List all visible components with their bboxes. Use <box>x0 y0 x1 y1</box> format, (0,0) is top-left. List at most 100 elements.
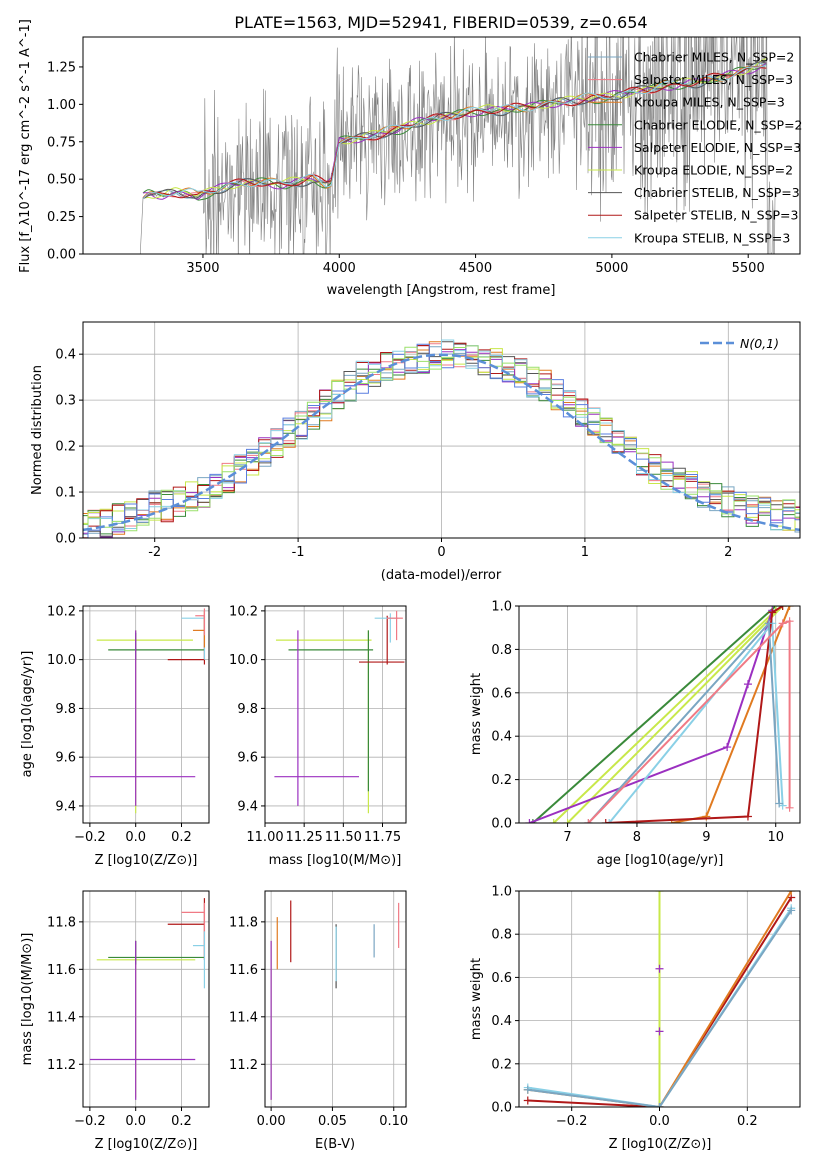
weight-series-line <box>527 909 793 1107</box>
x-tick-label: 8 <box>633 830 641 845</box>
weight-series-line <box>671 606 791 823</box>
y-tick-label: 0.2 <box>55 440 76 455</box>
weight-series-line <box>605 606 784 823</box>
weight-point-marker <box>525 819 534 823</box>
x-tick-label: −0.2 <box>556 1114 588 1129</box>
y-tick-label: 9.6 <box>237 751 258 766</box>
x-tick-label: 0.05 <box>318 1114 347 1129</box>
histogram-step-line <box>83 345 800 532</box>
weight-point-marker <box>549 819 558 823</box>
error-bars <box>274 610 405 814</box>
model-spectrum-line <box>142 66 767 199</box>
x-tick-label: 4000 <box>323 261 356 276</box>
x-tick-label: 11.75 <box>364 830 401 845</box>
weight-point-marker <box>655 964 664 973</box>
x-tick-label: 0.2 <box>171 830 192 845</box>
weight-series-line <box>587 619 791 823</box>
y-tick-label: 11.8 <box>229 915 258 930</box>
weight-point-marker <box>523 1096 532 1105</box>
weight-point-marker <box>775 799 784 808</box>
y-tick-label: 0.4 <box>491 1014 512 1029</box>
weight-series-line <box>608 620 784 823</box>
weight-point-marker <box>601 819 610 823</box>
x-tick-label: 0.0 <box>125 830 146 845</box>
plot-area <box>523 891 796 1107</box>
x-tick-label: 0 <box>437 545 445 560</box>
y-tick-label: 0.8 <box>491 643 512 658</box>
weight-point-marker <box>785 617 794 626</box>
x-tick-label: 0.2 <box>737 1114 758 1129</box>
y-tick-label: 0.6 <box>491 971 512 986</box>
weight-point-marker <box>723 743 732 752</box>
axes-frame <box>264 890 407 1108</box>
axes-frame <box>82 36 801 255</box>
model-spectrum-line <box>142 63 767 201</box>
error-bars <box>89 608 206 814</box>
x-tick-label: -1 <box>292 545 305 560</box>
model-spectrum-line <box>142 58 767 199</box>
axes-frame <box>264 605 407 824</box>
weight-point-marker <box>778 619 787 628</box>
x-tick-label: −0.2 <box>74 830 106 845</box>
weight-point-marker <box>768 608 777 617</box>
x-tick-label: −0.2 <box>74 1114 106 1129</box>
panel-residuals: -2 -1 0 1 2 0.0 0.1 0.2 0.3 0.4 N(0,1) (data-model)… <box>30 321 801 583</box>
legend-label: Kroupa STELIB, N_SSP=3 <box>634 230 790 245</box>
y-tick-label: 9.4 <box>237 799 258 814</box>
y-tick-label: 11.6 <box>229 963 258 978</box>
y-tick-label: 0.2 <box>491 773 512 788</box>
legend: Chabrier MILES, N_SSP=2 Salpeter MILES, N… <box>588 50 803 245</box>
y-tick-label: 0.25 <box>47 210 76 225</box>
panel-mass-EBV: 0.00 0.05 0.10 11.2 11.4 11.6 11.8 E(B-V) <box>229 890 408 1152</box>
y-tick-label: 10.2 <box>47 604 76 619</box>
y-tick-label: 9.4 <box>55 799 76 814</box>
weight-point-marker <box>787 891 796 895</box>
y-tick-label: 9.6 <box>55 751 76 766</box>
weight-point-marker <box>528 819 537 823</box>
y-axis-label: mass [log10(M/M⊙)] <box>20 933 35 1066</box>
legend-label: Chabrier ELODIE, N_SSP=2 <box>634 117 803 132</box>
legend-label: Chabrier MILES, N_SSP=2 <box>634 50 794 65</box>
plot-area <box>115 37 776 254</box>
x-axis-label: E(B-V) <box>315 1137 355 1152</box>
legend-label: Salpeter MILES, N_SSP=3 <box>634 72 793 87</box>
weight-point-marker <box>584 819 593 823</box>
x-axis-label: wavelength [Angstrom, rest frame] <box>327 283 556 298</box>
y-tick-label: 9.8 <box>55 702 76 717</box>
weight-point-marker <box>605 819 614 823</box>
legend-label: Chabrier STELIB, N_SSP=3 <box>634 185 800 200</box>
y-tick-label: 0.75 <box>47 135 76 150</box>
panel-mass-Z: −0.2 0.0 0.2 11.2 11.4 11.6 11.8 Z [log10(Z/Z⊙)… <box>20 890 210 1152</box>
weight-point-marker <box>563 819 572 823</box>
spectrum-lines <box>115 37 776 254</box>
x-tick-label: 5000 <box>595 261 628 276</box>
y-tick-label: 0.8 <box>491 928 512 943</box>
x-tick-label: 2 <box>724 545 732 560</box>
y-axis-label: age [log10(age/yr)] <box>20 651 35 778</box>
chart-title: PLATE=1563, MJD=52941, FIBERID=0539, z=0… <box>234 13 647 32</box>
weight-point-marker <box>787 906 796 915</box>
model-spectrum-line <box>142 61 767 200</box>
x-tick-label: 1 <box>581 545 589 560</box>
x-tick-label: 11.00 <box>246 830 283 845</box>
x-tick-label: 4500 <box>459 261 492 276</box>
weight-lines <box>523 891 796 1107</box>
y-tick-label: 11.8 <box>47 915 76 930</box>
y-tick-label: 0.50 <box>47 173 76 188</box>
weight-lines <box>525 606 794 823</box>
y-tick-label: 11.2 <box>47 1058 76 1073</box>
plot-area <box>274 610 405 814</box>
y-tick-label: 1.25 <box>47 60 76 75</box>
weight-point-marker <box>655 1027 664 1036</box>
y-tick-label: 10.0 <box>47 653 76 668</box>
y-tick-label: 11.4 <box>229 1010 258 1025</box>
axes-frame <box>82 890 210 1108</box>
legend-label: Kroupa ELODIE, N_SSP=2 <box>634 163 793 178</box>
weight-point-marker <box>655 891 664 895</box>
x-tick-label: 3500 <box>186 261 219 276</box>
x-tick-label: 11.50 <box>325 830 362 845</box>
weight-series-line <box>532 606 777 823</box>
normal-distribution-line <box>83 353 800 532</box>
y-tick-label: 0.4 <box>491 730 512 745</box>
